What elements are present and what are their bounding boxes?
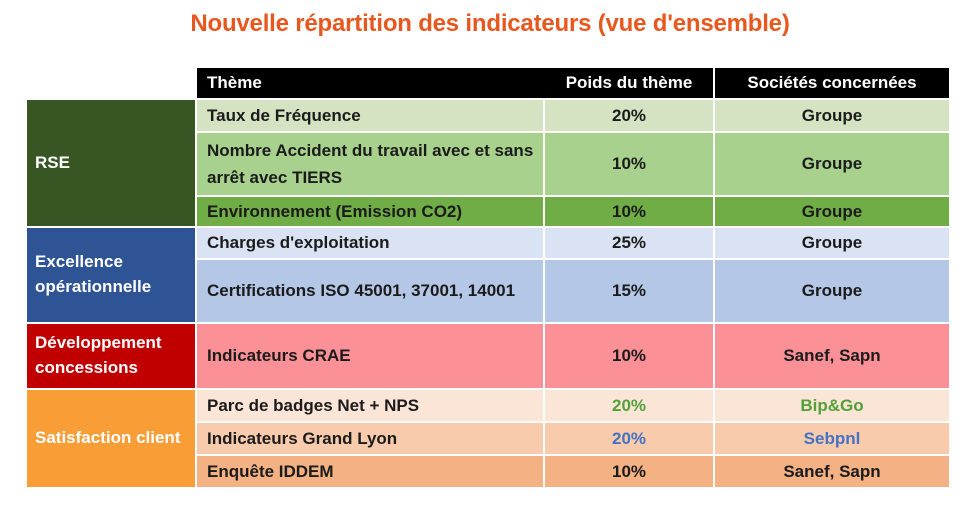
table-header-left: Thème Poids du thème	[197, 68, 713, 98]
category-cell: Excellence opérationnelle	[27, 228, 195, 322]
theme-cell: Indicateurs Grand Lyon	[197, 423, 543, 454]
societes-cell: Groupe	[715, 260, 949, 322]
header-societes: Sociétés concernées	[715, 68, 949, 98]
category-label: Excellence opérationnelle	[35, 252, 152, 296]
theme-cell: Certifications ISO 45001, 37001, 14001	[197, 260, 543, 322]
theme-cell: Indicateurs CRAE	[197, 324, 543, 388]
header-theme: Thème	[207, 73, 262, 92]
theme-cell: Environnement (Emission CO2)	[197, 197, 543, 226]
theme-cell: Taux de Fréquence	[197, 100, 543, 131]
header-poids: Poids du thème	[565, 73, 693, 92]
societes-cell: Bip&Go	[715, 390, 949, 421]
poids-cell: 20%	[545, 390, 713, 421]
category-cell: Satisfaction client	[27, 390, 195, 487]
category-cell: Développement concessions	[27, 324, 195, 388]
page-title: Nouvelle répartition des indicateurs (vu…	[190, 10, 790, 37]
societes-cell: Sebpnl	[715, 423, 949, 454]
poids-cell: 10%	[545, 133, 713, 195]
poids-cell: 10%	[545, 456, 713, 487]
poids-cell: 10%	[545, 197, 713, 226]
societes-cell: Groupe	[715, 133, 949, 195]
category-cell: RSE	[27, 100, 195, 226]
societes-cell: Sanef, Sapn	[715, 456, 949, 487]
societes-cell: Sanef, Sapn	[715, 324, 949, 388]
poids-cell: 20%	[545, 100, 713, 131]
poids-cell: 20%	[545, 423, 713, 454]
societes-cell: Groupe	[715, 228, 949, 258]
category-label: Satisfaction client	[35, 428, 181, 448]
theme-cell: Enquête IDDEM	[197, 456, 543, 487]
poids-cell: 25%	[545, 228, 713, 258]
theme-cell: Parc de badges Net + NPS	[197, 390, 543, 421]
societes-cell: Groupe	[715, 197, 949, 226]
societes-cell: Groupe	[715, 100, 949, 131]
poids-cell: 10%	[545, 324, 713, 388]
theme-cell: Charges d'exploitation	[197, 228, 543, 258]
category-label: Développement concessions	[35, 333, 162, 377]
indicators-table: Thème Poids du thème Sociétés concernées…	[27, 68, 949, 487]
category-label: RSE	[35, 152, 70, 172]
poids-cell: 15%	[545, 260, 713, 322]
theme-cell: Nombre Accident du travail avec et sans …	[197, 133, 543, 195]
